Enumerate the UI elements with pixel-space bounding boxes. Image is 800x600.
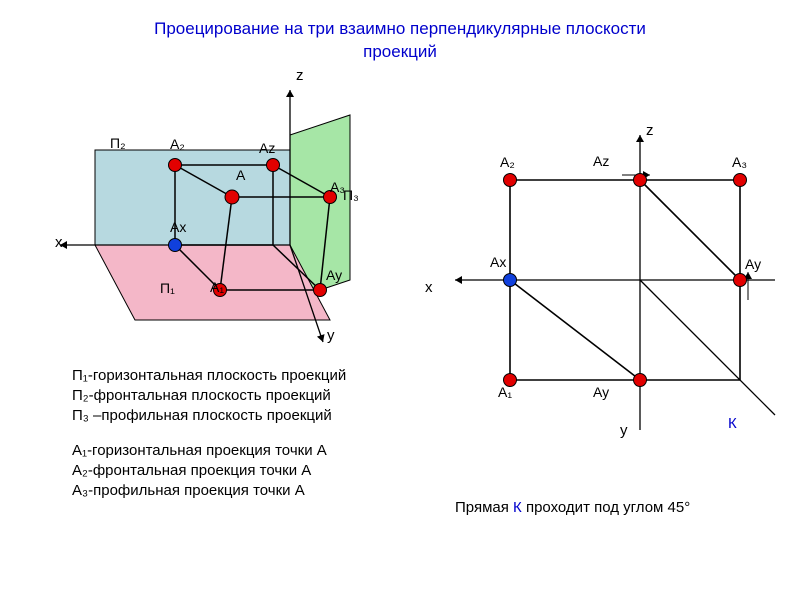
- svg-text:Ay: Ay: [593, 384, 609, 400]
- svg-text:Ay: Ay: [326, 267, 342, 283]
- svg-text:Ay: Ay: [745, 256, 761, 272]
- svg-text:П₃: П₃: [343, 187, 359, 203]
- svg-text:Az: Az: [593, 153, 609, 169]
- legend-projection-1: А₁-горизонтальная проекция точки А: [72, 442, 327, 459]
- legend-projection-3: А₃-профильная проекция точки А: [72, 482, 305, 499]
- svg-text:A₁: A₁: [210, 279, 224, 295]
- svg-text:Ax: Ax: [170, 219, 186, 235]
- legend-plane-2: П₂-фронтальная плоскость проекций: [72, 387, 331, 404]
- svg-text:П₂: П₂: [110, 135, 126, 151]
- svg-text:A₂: A₂: [170, 136, 185, 152]
- legend-plane-3: П₃ –профильная плоскость проекций: [72, 407, 332, 424]
- svg-text:z: z: [646, 122, 654, 139]
- svg-text:x: x: [425, 279, 433, 296]
- svg-text:z: z: [296, 67, 304, 84]
- legend-projection-2: А₂-фронтальная проекция точки А: [72, 462, 311, 479]
- legend-plane-1: П₁-горизонтальная плоскость проекций: [72, 367, 346, 384]
- svg-text:A₃: A₃: [330, 179, 345, 195]
- svg-text:A₃: A₃: [732, 154, 747, 170]
- svg-text:П₁: П₁: [160, 280, 175, 296]
- svg-text:A₂: A₂: [500, 154, 515, 170]
- svg-text:Ax: Ax: [490, 254, 506, 270]
- svg-text:y: y: [620, 422, 628, 439]
- svg-text:К: К: [728, 415, 737, 432]
- svg-text:A₁: A₁: [498, 384, 512, 400]
- svg-text:Az: Az: [259, 140, 275, 156]
- svg-text:x: x: [55, 234, 63, 251]
- svg-text:A: A: [236, 167, 246, 183]
- svg-text:y: y: [327, 327, 335, 344]
- footer-text: Прямая К проходит под углом 45°: [455, 499, 690, 516]
